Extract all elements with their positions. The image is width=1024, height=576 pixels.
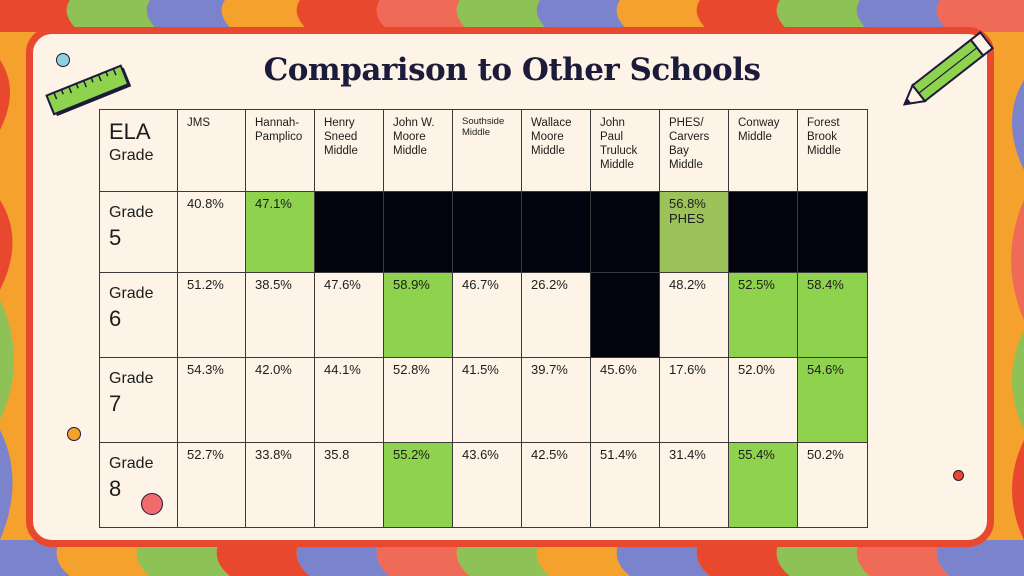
table-cell: 33.8%: [245, 442, 315, 528]
table-row: Grade 5 40.8% 47.1% 56.8% PHES: [99, 191, 868, 273]
table-row: Grade 8 52.7% 33.8% 35.8 55.2% 43.6% 42.5% 51.4%…: [99, 442, 868, 528]
corner-cell: ELA Grade: [99, 109, 178, 192]
table-cell: [383, 191, 453, 273]
table-cell: 47.6%: [314, 272, 384, 358]
grade-label: Grade: [109, 147, 154, 164]
table-cell: 45.6%: [590, 357, 660, 443]
table-cell: 43.6%: [452, 442, 522, 528]
table-cell: 40.8%: [177, 191, 246, 273]
table-cell: 38.5%: [245, 272, 315, 358]
column-header: JMS: [177, 109, 246, 192]
table-cell: 51.2%: [177, 272, 246, 358]
column-header: Wallace Moore Middle: [521, 109, 591, 192]
row-label: Grade 6: [99, 272, 178, 358]
column-header: PHES/Carvers Bay Middle: [659, 109, 729, 192]
page-title: Comparison to Other Schools: [263, 52, 761, 88]
table-cell: 50.2%: [797, 442, 868, 528]
table-cell: 44.1%: [314, 357, 384, 443]
row-label-word: Grade: [109, 285, 154, 302]
table-cell: [590, 191, 660, 273]
decor-dot-blue: [56, 53, 70, 67]
header-row: ELA Grade JMS Hannah- Pamplico Henry Sneed Mi…: [99, 109, 868, 192]
row-label-word: Grade: [109, 204, 154, 221]
table-cell: 55.4%: [728, 442, 798, 528]
bottom-stripes: [0, 540, 1024, 576]
table-cell: [521, 191, 591, 273]
column-header: Forest Brook Middle: [797, 109, 868, 192]
table-cell: [797, 191, 868, 273]
table-cell: 47.1%: [245, 191, 315, 273]
table-cell: 48.2%: [659, 272, 729, 358]
row-label: Grade 8: [99, 442, 178, 528]
table-cell: 54.6%: [797, 357, 868, 443]
column-header: Henry Sneed Middle: [314, 109, 384, 192]
table-cell: 52.0%: [728, 357, 798, 443]
row-label: Grade 5: [99, 191, 178, 273]
table-cell: 41.5%: [452, 357, 522, 443]
table-cell: 46.7%: [452, 272, 522, 358]
table-cell: [314, 191, 384, 273]
row-label-number: 6: [109, 306, 122, 331]
table-cell: 17.6%: [659, 357, 729, 443]
row-label: Grade 7: [99, 357, 178, 443]
table-cell: 52.7%: [177, 442, 246, 528]
table-cell: 55.2%: [383, 442, 453, 528]
row-label-word: Grade: [109, 370, 154, 387]
table-cell: [452, 191, 522, 273]
column-header: Hannah- Pamplico: [245, 109, 315, 192]
table-cell: 54.3%: [177, 357, 246, 443]
table-cell: 51.4%: [590, 442, 660, 528]
decor-dot-orange: [67, 427, 81, 441]
table-cell: 35.8: [314, 442, 384, 528]
table-cell: [728, 191, 798, 273]
row-label-number: 5: [109, 225, 122, 250]
table-cell: [590, 272, 660, 358]
comparison-table: ELA Grade JMS Hannah- Pamplico Henry Sneed Mi…: [99, 109, 868, 528]
table-cell: 58.9%: [383, 272, 453, 358]
table-row: Grade 7 54.3% 42.0% 44.1% 52.8% 41.5% 39.7% 45.6…: [99, 357, 868, 443]
row-label-number: 7: [109, 391, 122, 416]
top-stripes: [0, 0, 1024, 32]
right-stripes: [994, 32, 1024, 540]
table-cell: 42.0%: [245, 357, 315, 443]
table-cell: 31.4%: [659, 442, 729, 528]
subject-label: ELA: [109, 119, 151, 144]
row-label-word: Grade: [109, 455, 154, 472]
table-cell: 58.4%: [797, 272, 868, 358]
table-row: Grade 6 51.2% 38.5% 47.6% 58.9% 46.7% 26.2% 48.2…: [99, 272, 868, 358]
left-stripes: [0, 32, 30, 540]
row-label-number: 8: [109, 476, 122, 501]
table-cell: 52.8%: [383, 357, 453, 443]
column-header: John Paul Truluck Middle: [590, 109, 660, 192]
column-header: Southside Middle: [452, 109, 522, 192]
table-cell: 56.8% PHES: [659, 191, 729, 273]
pencil-icon: [902, 31, 995, 106]
decor-dot-red: [953, 470, 964, 481]
table-cell: 26.2%: [521, 272, 591, 358]
table-cell: 52.5%: [728, 272, 798, 358]
column-header: Conway Middle: [728, 109, 798, 192]
ruler-icon: [45, 64, 132, 117]
table-cell: 39.7%: [521, 357, 591, 443]
table-cell: 42.5%: [521, 442, 591, 528]
column-header: John W. Moore Middle: [383, 109, 453, 192]
